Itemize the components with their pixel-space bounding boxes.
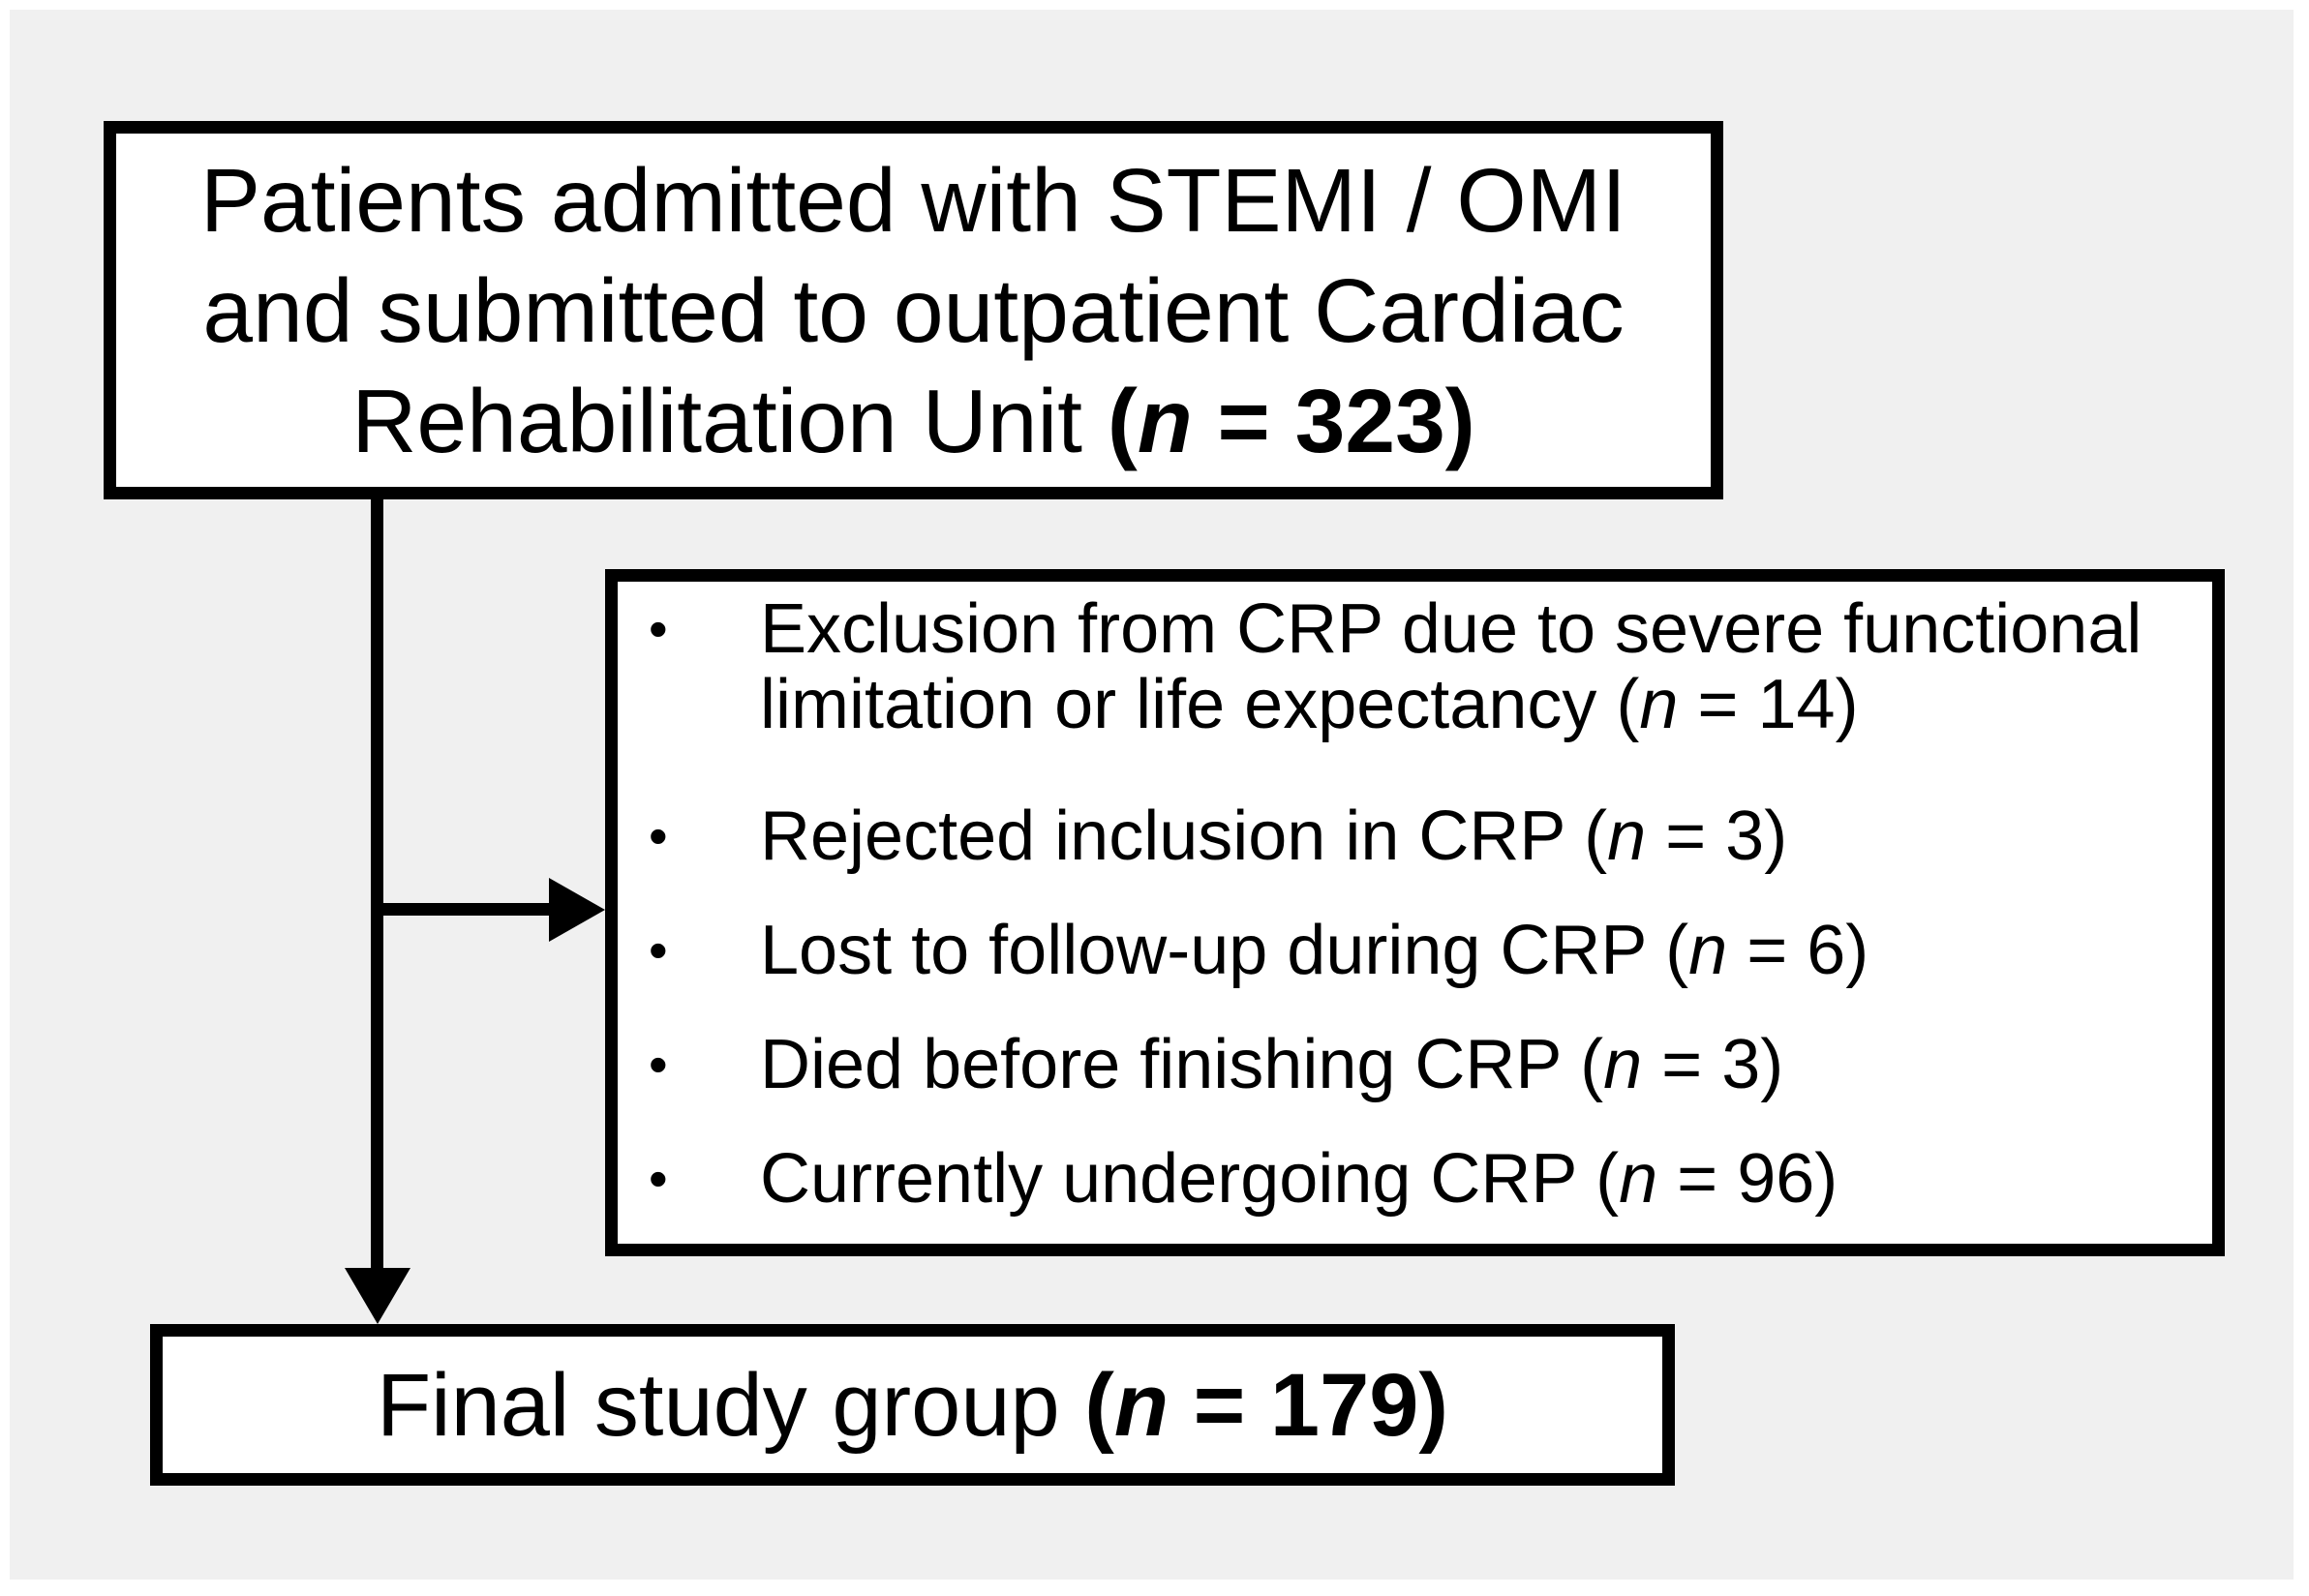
- exclusion-n-symbol: n: [1639, 666, 1679, 743]
- bullet-icon: •: [649, 598, 668, 659]
- final-label: Final study group: [376, 1355, 1085, 1455]
- list-item: • Died before finishing CRP (n = 3): [618, 1027, 2183, 1102]
- enrollment-box: Patients admitted with STEMI / OMI and s…: [104, 121, 1723, 499]
- bullet-icon: •: [649, 1034, 668, 1095]
- final-n-open: (: [1084, 1355, 1114, 1455]
- exclusion-item-label: Exclusion from CRP due to severe functio…: [760, 590, 2162, 743]
- exclusion-list: • Exclusion from CRP due to severe funct…: [618, 591, 2183, 1217]
- exclusion-n-symbol: n: [1603, 1026, 1643, 1103]
- exclusion-item-text: Lost to follow-up during CRP (n = 6): [760, 913, 2183, 988]
- exclusion-n-value: = 14): [1678, 666, 1859, 743]
- arrow-down-line: [371, 499, 383, 1274]
- list-item: • Currently undergoing CRP (n = 96): [618, 1141, 2183, 1217]
- bullet-icon: •: [649, 1148, 668, 1209]
- final-study-group-box: Final study group (n = 179): [150, 1324, 1675, 1486]
- exclusion-n-symbol: n: [1607, 798, 1647, 875]
- final-study-group-text: Final study group (n = 179): [377, 1357, 1448, 1454]
- exclusion-item-label: Died before finishing CRP (: [760, 1026, 1604, 1103]
- list-item: • Rejected inclusion in CRP (n = 3): [618, 798, 2183, 874]
- arrow-right-line: [377, 903, 553, 916]
- enrollment-line-3-text: Rehabilitation Unit: [351, 370, 1108, 471]
- exclusion-n-value: = 96): [1657, 1140, 1838, 1218]
- arrowhead-down-icon: [345, 1268, 410, 1324]
- enrollment-line-1: Patients admitted with STEMI / OMI: [200, 149, 1626, 251]
- bullet-icon: •: [649, 919, 668, 980]
- final-n-value: = 179): [1169, 1355, 1449, 1455]
- exclusion-n-symbol: n: [1619, 1140, 1658, 1218]
- exclusion-n-value: = 3): [1646, 798, 1788, 875]
- enrollment-line-2: and submitted to outpatient Cardiac: [202, 259, 1625, 361]
- exclusion-item-text: Exclusion from CRP due to severe functio…: [760, 591, 2183, 742]
- list-item: • Exclusion from CRP due to severe funct…: [618, 591, 2183, 742]
- enrollment-n-symbol: n: [1137, 370, 1193, 471]
- arrowhead-right-icon: [549, 878, 605, 942]
- bullet-icon: •: [649, 805, 668, 866]
- exclusion-item-label: Currently undergoing CRP (: [760, 1140, 1620, 1218]
- exclusion-item-label: Lost to follow-up during CRP (: [760, 912, 1689, 989]
- exclusion-item-label: Rejected inclusion in CRP (: [760, 798, 1608, 875]
- exclusion-n-symbol: n: [1688, 912, 1728, 989]
- final-n-symbol: n: [1113, 1355, 1170, 1455]
- diagram-background: Patients admitted with STEMI / OMI and s…: [10, 10, 2294, 1580]
- enrollment-n-value: = 323): [1192, 370, 1475, 471]
- exclusion-n-value: = 6): [1727, 912, 1869, 989]
- exclusion-item-text: Rejected inclusion in CRP (n = 3): [760, 798, 2183, 874]
- list-item: • Lost to follow-up during CRP (n = 6): [618, 913, 2183, 988]
- exclusion-n-value: = 3): [1642, 1026, 1784, 1103]
- exclusion-item-text: Currently undergoing CRP (n = 96): [760, 1141, 2183, 1217]
- enrollment-n-open: (: [1107, 370, 1138, 471]
- enrollment-line-3: Rehabilitation Unit (n = 323): [116, 366, 1711, 476]
- exclusion-box: • Exclusion from CRP due to severe funct…: [605, 569, 2225, 1256]
- exclusion-item-text: Died before finishing CRP (n = 3): [760, 1027, 2183, 1102]
